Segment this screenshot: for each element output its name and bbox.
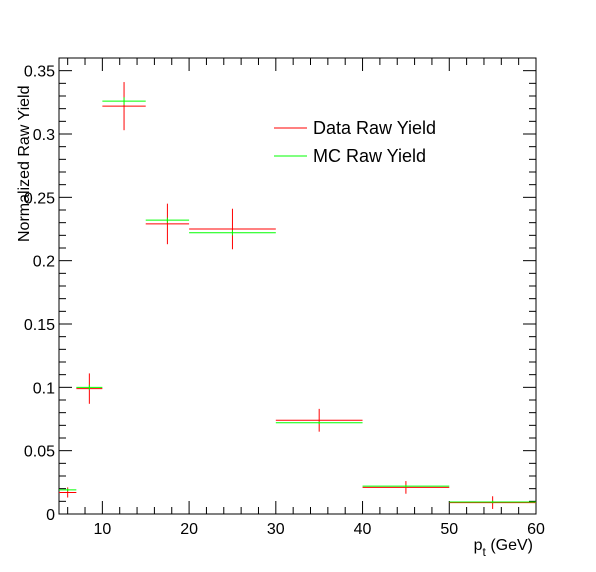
y-axis-label: Normalized Raw Yield xyxy=(16,85,33,242)
x-tick-label: 20 xyxy=(180,521,198,538)
series-data xyxy=(59,82,536,509)
x-tick-label: 50 xyxy=(440,521,458,538)
series-mc xyxy=(59,97,536,504)
y-tick-label: 0 xyxy=(46,507,55,524)
x-axis-label-subscript: t xyxy=(483,545,487,559)
data-marks xyxy=(59,82,536,509)
y-tick-label: 0.15 xyxy=(24,317,55,334)
x-tick-label: 40 xyxy=(354,521,372,538)
x-axis-label: pt (GeV) xyxy=(474,537,533,559)
x-tick-label: 30 xyxy=(267,521,285,538)
x-tick-label: 60 xyxy=(527,521,545,538)
y-tick-label: 0.3 xyxy=(33,127,55,144)
plot-frame xyxy=(58,57,537,515)
x-axis-label-main: p xyxy=(474,537,483,554)
x-axis: 10 20 30 40 50 60 xyxy=(67,58,545,538)
y-tick-label: 0.05 xyxy=(24,444,55,461)
legend: Data Raw Yield MC Raw Yield xyxy=(274,118,436,166)
y-axis: 0 0.05 0.1 0.15 0.2 0.25 0.3 0.35 xyxy=(24,64,536,524)
y-tick-label: 0.35 xyxy=(24,64,55,81)
legend-label-mc: MC Raw Yield xyxy=(313,146,426,166)
x-axis-label-unit: (GeV) xyxy=(486,537,533,554)
y-tick-label: 0.25 xyxy=(24,190,55,207)
x-tick-label: 10 xyxy=(93,521,111,538)
y-tick-label: 0.2 xyxy=(33,254,55,271)
legend-label-data: Data Raw Yield xyxy=(313,118,436,138)
y-tick-label: 0.1 xyxy=(33,380,55,397)
